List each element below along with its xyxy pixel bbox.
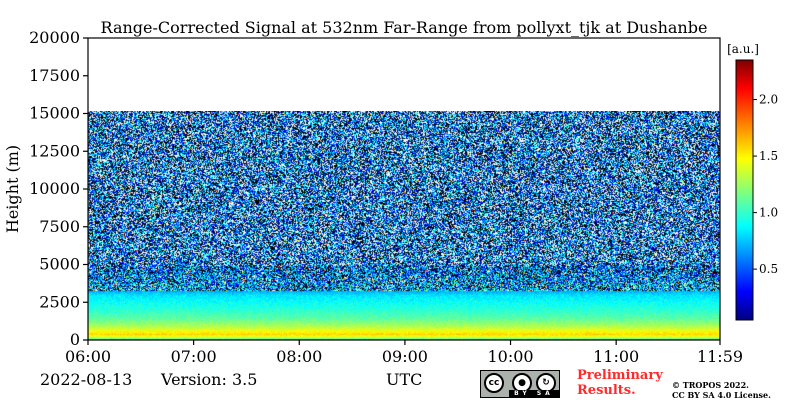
x-tick-label: 11:59 — [697, 347, 743, 366]
badge-sa: SA — [536, 390, 554, 397]
y-tick-label: 15000 — [29, 104, 80, 123]
colorbar-tick-label: 1.5 — [759, 149, 778, 163]
y-tick-label: 5000 — [39, 255, 80, 274]
y-tick-label: 2500 — [39, 292, 80, 311]
y-tick-label: 12500 — [29, 141, 80, 160]
x-tick-label: 06:00 — [65, 347, 111, 366]
colorbar — [735, 59, 754, 321]
copyright-notice: © TROPOS 2022. CC BY SA 4.0 License. — [672, 380, 771, 400]
x-tick-label: 10:00 — [487, 347, 533, 366]
license-strip: BY SA — [509, 390, 559, 397]
y-axis-label: Height (m) — [3, 145, 22, 233]
copyright-line2: CC BY SA 4.0 License. — [672, 390, 771, 400]
badge-by: BY — [514, 390, 531, 397]
cc-license-badge: cc ● ↻ BY SA — [480, 370, 560, 398]
date-label: 2022-08-13 — [40, 370, 133, 389]
x-tick-label: 07:00 — [171, 347, 217, 366]
y-tick-label: 0 — [70, 330, 80, 349]
colorbar-ticks: 0.5 1.0 1.5 2.0 — [753, 93, 778, 276]
x-tick-label: 09:00 — [382, 347, 428, 366]
preliminary-line1: Preliminary — [577, 368, 663, 383]
cc-icon: cc — [484, 373, 504, 393]
chart-title: Range-Corrected Signal at 532nm Far-Rang… — [101, 18, 708, 37]
preliminary-line2: Results. — [577, 383, 636, 398]
colorbar-tick-label: 2.0 — [759, 93, 778, 107]
utc-label: UTC — [386, 370, 423, 389]
colorbar-unit: [a.u.] — [727, 42, 759, 56]
x-tick-label: 08:00 — [276, 347, 322, 366]
copyright-line1: © TROPOS 2022. — [672, 380, 749, 390]
version-label: Version: 3.5 — [161, 370, 258, 389]
y-axis: 0 2500 5000 7500 10000 12500 15000 17500 20000 — [29, 28, 88, 349]
colorbar-tick-label: 0.5 — [759, 262, 778, 276]
heatmap-canvas — [88, 111, 720, 340]
x-axis: 06:00 07:00 08:00 09:00 10:00 11:00 11:59 — [65, 340, 743, 366]
colorbar-tick-label: 1.0 — [759, 206, 778, 220]
y-tick-label: 7500 — [39, 217, 80, 236]
y-tick-label: 20000 — [29, 28, 80, 47]
heatmap-area — [88, 111, 720, 340]
x-tick-label: 11:00 — [593, 347, 639, 366]
preliminary-notice: Preliminary Results. — [577, 368, 663, 398]
y-tick-label: 17500 — [29, 66, 80, 85]
y-tick-label: 10000 — [29, 179, 80, 198]
